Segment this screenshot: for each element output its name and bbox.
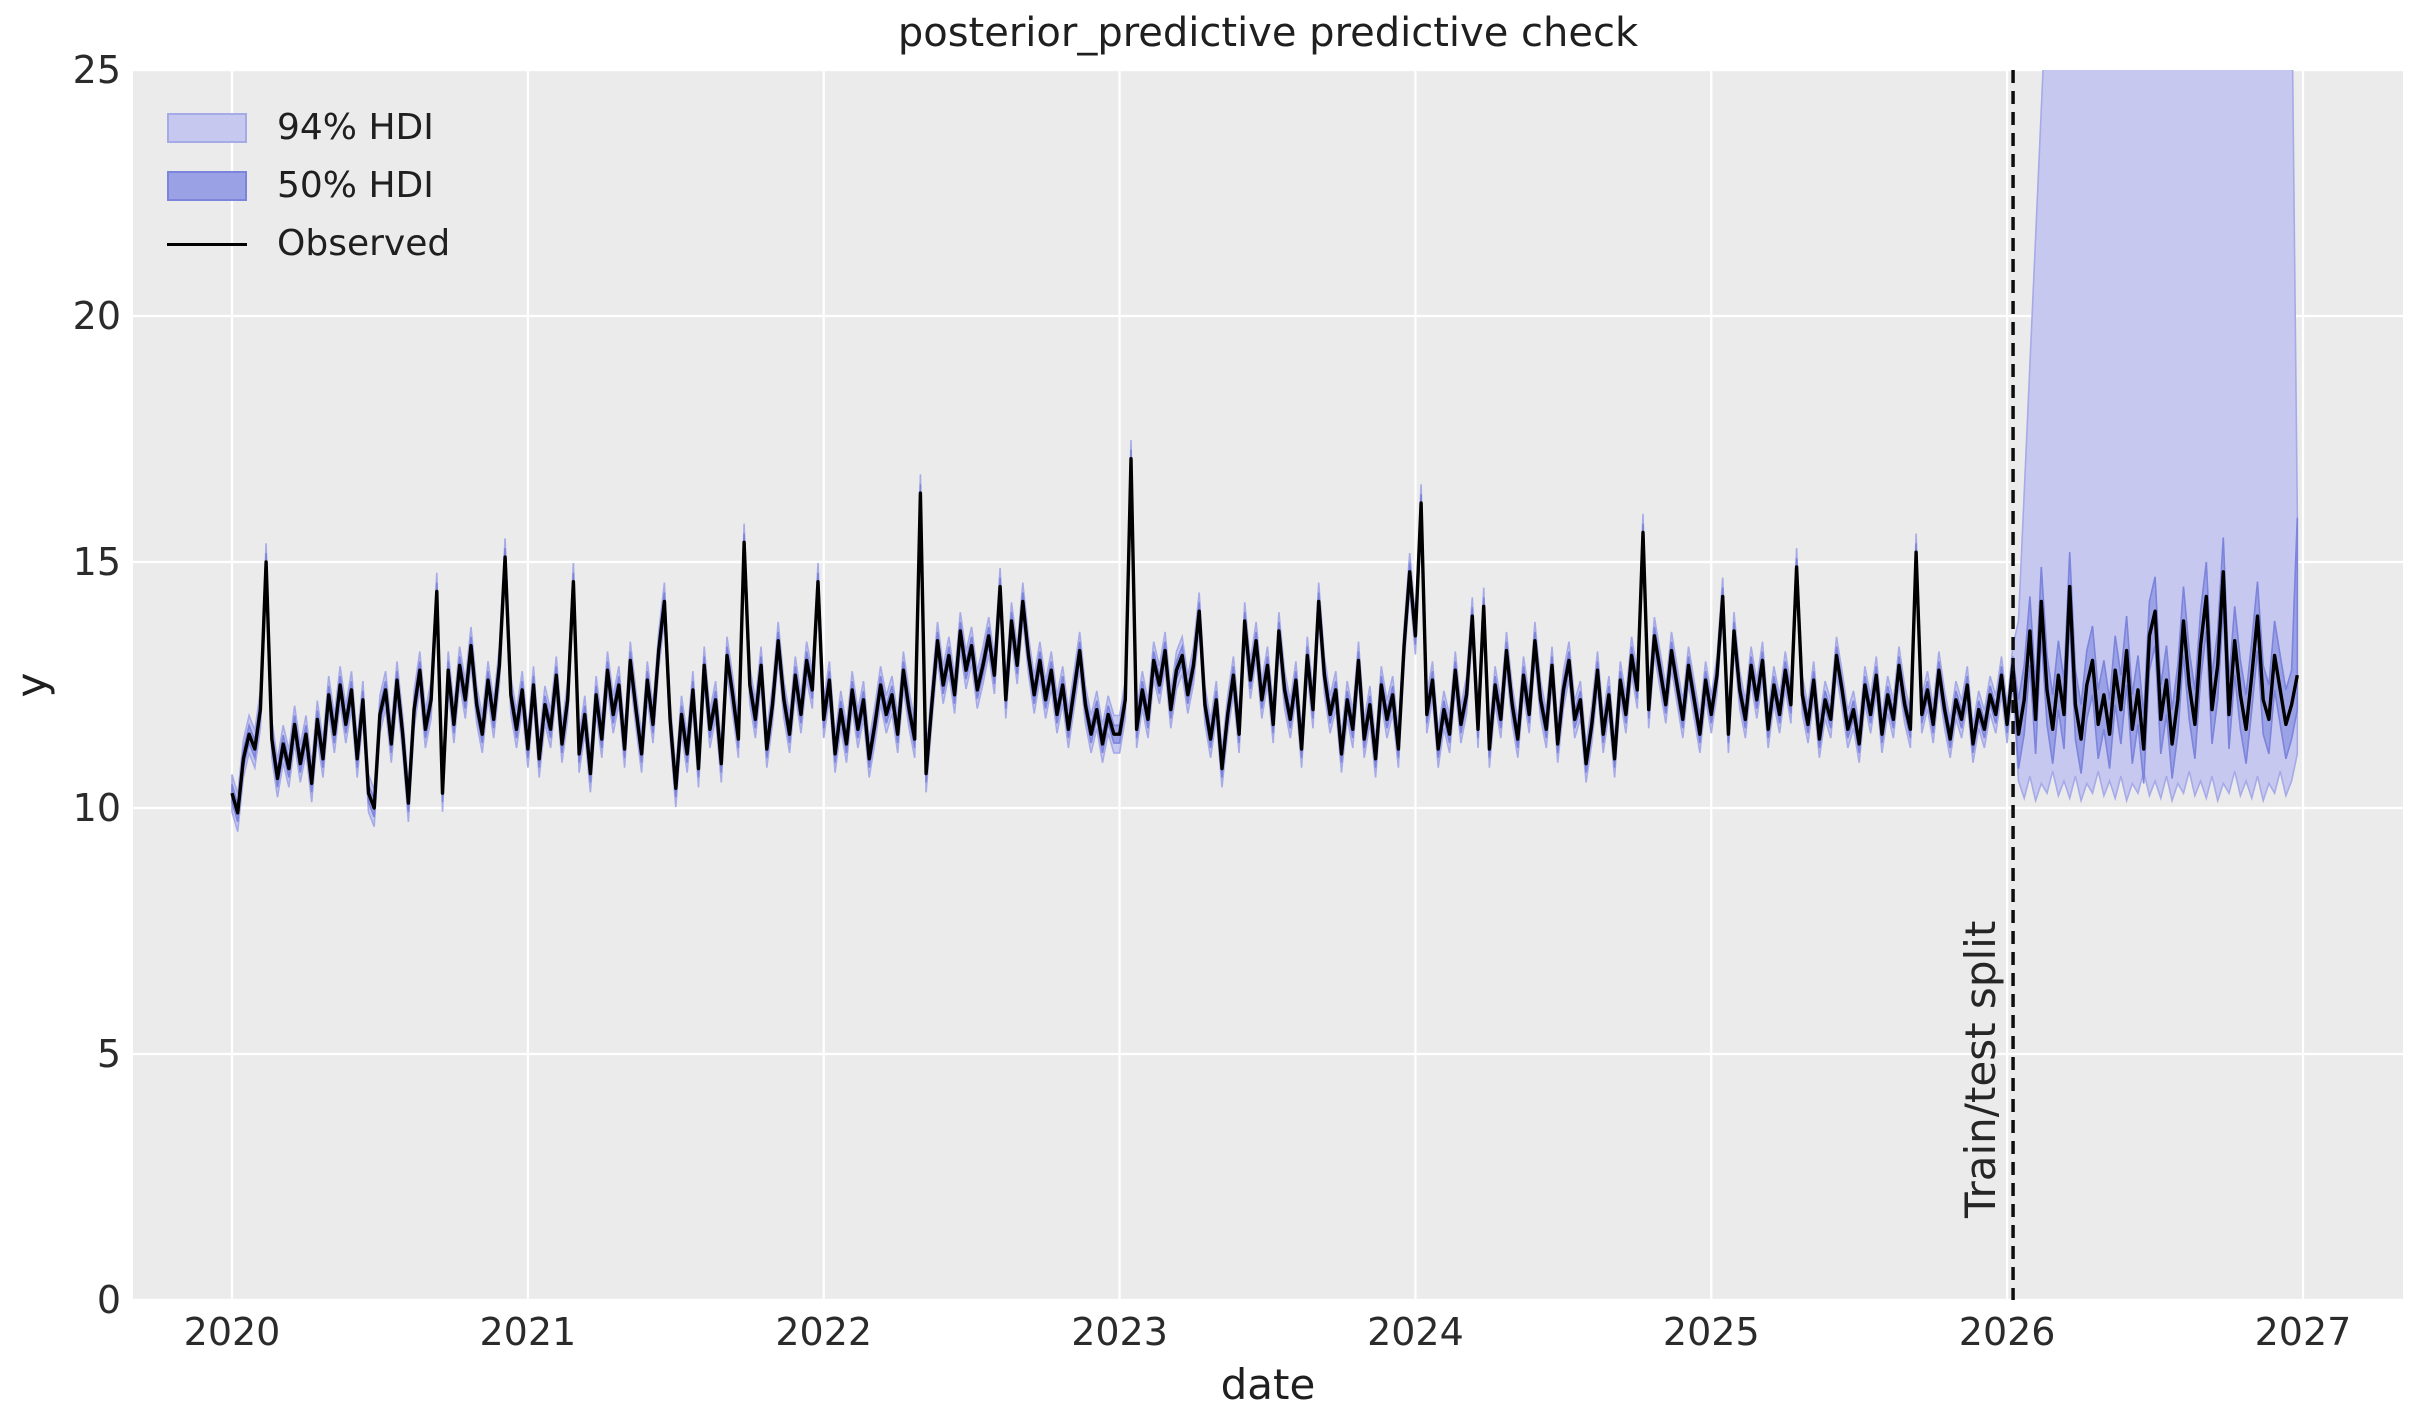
chart-title: posterior_predictive predictive check	[897, 10, 1639, 56]
x-tick-label: 2020	[184, 1310, 281, 1354]
y-tick-label: 0	[97, 1278, 121, 1322]
x-tick-label: 2021	[479, 1310, 576, 1354]
x-tick-label: 2023	[1071, 1310, 1168, 1354]
legend-item-observed: Observed	[167, 215, 450, 273]
y-tick-label: 10	[73, 786, 121, 830]
observed-line-swatch-icon	[167, 242, 247, 246]
y-axis-label: y	[7, 672, 56, 698]
x-tick-label: 2025	[1663, 1310, 1760, 1354]
y-tick-label: 15	[73, 540, 121, 584]
x-tick-label: 2027	[2255, 1310, 2352, 1354]
hdi94-swatch-icon	[167, 113, 247, 143]
legend-label: Observed	[277, 223, 451, 264]
legend-item-94-hdi: 94% HDI	[167, 99, 450, 157]
legend: 94% HDI 50% HDI Observed	[167, 99, 450, 273]
y-tick-label: 25	[73, 48, 121, 92]
x-axis-label: date	[1220, 1360, 1316, 1409]
hdi50-swatch-icon	[167, 171, 247, 201]
x-tick-label: 2024	[1367, 1310, 1464, 1354]
y-tick-label: 20	[73, 294, 121, 338]
legend-label: 94% HDI	[277, 107, 434, 148]
legend-item-50-hdi: 50% HDI	[167, 157, 450, 215]
train-test-split-label: Train/test split	[1956, 920, 2005, 1218]
x-tick-label: 2026	[1959, 1310, 2056, 1354]
legend-label: 50% HDI	[277, 165, 434, 206]
observed-line	[230, 457, 2299, 815]
x-tick-label: 2022	[775, 1310, 872, 1354]
y-tick-label: 5	[97, 1032, 121, 1076]
